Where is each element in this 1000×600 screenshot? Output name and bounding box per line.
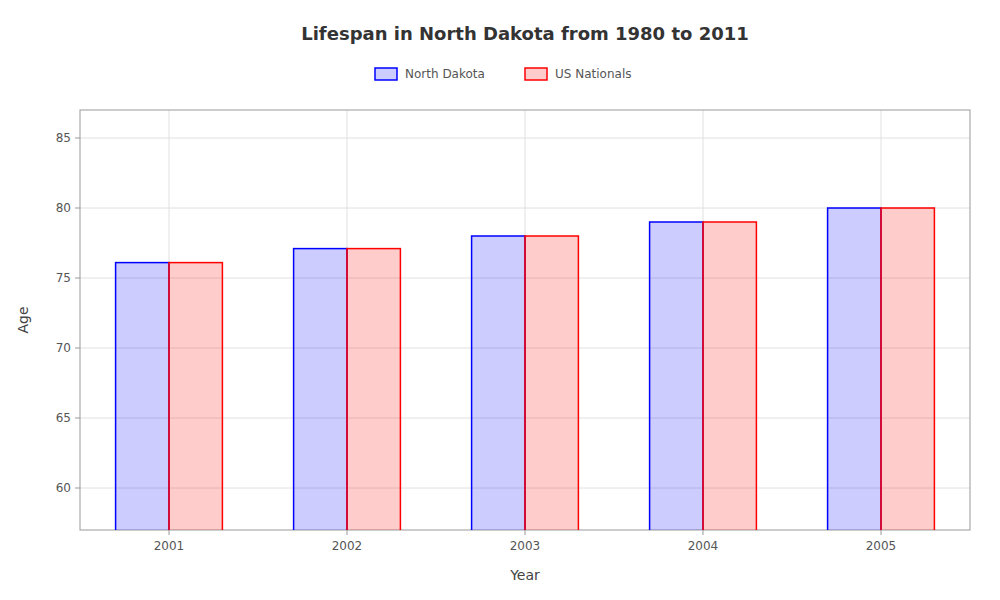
y-tick (75, 488, 80, 489)
y-tick-label: 60 (56, 481, 71, 495)
x-tick-label: 2004 (688, 539, 719, 553)
y-tick-label: 75 (56, 271, 71, 285)
title: Lifespan in North Dakota from 1980 to 20… (301, 23, 749, 44)
x-tick-label: 2005 (866, 539, 897, 553)
y-tick-label: 85 (56, 131, 71, 145)
y-tick (75, 208, 80, 209)
y-axis-label: Age (15, 306, 31, 333)
y-tick (75, 138, 80, 139)
y-tick-label: 65 (56, 411, 71, 425)
y-tick-label: 80 (56, 201, 71, 215)
x-tick (169, 530, 170, 535)
x-tick (703, 530, 704, 535)
legend-swatch (375, 68, 397, 80)
x-tick-label: 2003 (510, 539, 541, 553)
x-tick-label: 2001 (154, 539, 185, 553)
bar (294, 249, 347, 530)
y-tick-label: 70 (56, 341, 71, 355)
bar (703, 222, 756, 530)
bar (169, 263, 222, 530)
legend-label: North Dakota (405, 67, 485, 81)
bar (347, 249, 400, 530)
x-tick (525, 530, 526, 535)
y-tick (75, 418, 80, 419)
bar (472, 236, 525, 530)
bars (116, 208, 935, 530)
chart: 60 65 70 75 80 85 2001 2002 2003 2004 2005 Year Age L… (0, 0, 1000, 600)
bar (650, 222, 703, 530)
y-tick (75, 278, 80, 279)
bar (116, 263, 169, 530)
x-axis-label: Year (509, 567, 540, 583)
x-tick (881, 530, 882, 535)
bar (525, 236, 578, 530)
bar (881, 208, 934, 530)
x-tick-label: 2002 (332, 539, 363, 553)
x-tick (347, 530, 348, 535)
legend-label: US Nationals (555, 67, 631, 81)
legend: North Dakota US Nationals (375, 67, 631, 81)
legend-swatch (525, 68, 547, 80)
bar (828, 208, 881, 530)
y-tick (75, 348, 80, 349)
